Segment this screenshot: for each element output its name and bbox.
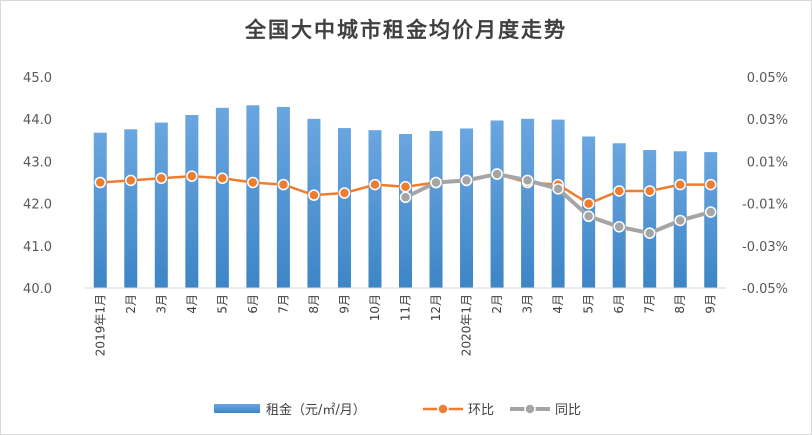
series-point-0 [125, 174, 137, 187]
series-point-1 [613, 221, 625, 233]
bar-6 [276, 106, 290, 288]
series-point-0 [338, 187, 351, 199]
bar-2 [154, 122, 168, 289]
x-tick-label: 3月 [521, 294, 535, 314]
bar-15 [551, 119, 565, 288]
left-tick-label: 41.0 [23, 240, 52, 255]
x-tick-label: 7月 [643, 294, 657, 314]
legend-label: 租金（元/㎡/月） [266, 402, 366, 418]
series-point-1 [399, 191, 412, 204]
legend-swatch-marker [437, 403, 449, 415]
x-tick-label: 3月 [154, 294, 168, 314]
x-tick-label: 6月 [246, 294, 260, 314]
bar-10 [399, 133, 412, 288]
left-tick-label: 42.0 [23, 198, 52, 213]
x-tick-label: 9月 [337, 294, 351, 314]
series-point-1 [552, 183, 564, 195]
series-point-0 [186, 170, 198, 182]
right-tick-label: -0.01% [742, 198, 788, 213]
bar-1 [124, 129, 138, 288]
bar-11 [429, 131, 443, 288]
x-tick-label: 11月 [399, 294, 413, 321]
x-tick-label: 2020年1月 [460, 294, 474, 356]
x-tick-label: 7月 [276, 294, 290, 314]
series-point-1 [674, 214, 686, 227]
series-point-1 [643, 227, 656, 239]
right-tick-label: 0.03% [747, 113, 788, 128]
left-tick-label: 43.0 [23, 155, 52, 170]
legend-swatch-bar [214, 404, 260, 413]
series-point-0 [155, 172, 168, 185]
left-tick-label: 45.0 [23, 71, 52, 86]
series-point-1 [704, 206, 717, 218]
x-tick-label: 2019年1月 [93, 294, 107, 356]
chart-title: 全国大中城市租金均价月度走势 [245, 17, 567, 42]
bar-12 [460, 128, 474, 288]
x-tick-label: 5月 [215, 294, 229, 314]
right-tick-label: 0.05% [747, 71, 788, 86]
legend-label: 环比 [468, 403, 494, 418]
x-tick-label: 5月 [582, 294, 596, 314]
x-tick-label: 2月 [490, 294, 504, 314]
bar-20 [704, 152, 718, 288]
bar-8 [337, 128, 351, 288]
right-tick-label: 0.01% [747, 155, 788, 170]
bar-9 [368, 130, 382, 288]
series-point-0 [277, 178, 290, 191]
bar-7 [307, 118, 321, 288]
series-point-0 [643, 185, 656, 197]
series-point-1 [430, 176, 442, 189]
series-point-0 [216, 172, 229, 185]
legend-label: 同比 [555, 403, 581, 418]
x-tick-label: 9月 [704, 294, 718, 314]
series-point-0 [582, 197, 595, 210]
bar-18 [643, 150, 657, 288]
bar-13 [490, 120, 504, 288]
series-point-0 [399, 180, 412, 193]
series-point-1 [491, 168, 503, 180]
series-point-0 [308, 189, 320, 201]
series-point-0 [613, 185, 625, 197]
x-tick-label: 4月 [551, 294, 565, 314]
bar-0 [93, 132, 107, 288]
series-point-1 [521, 174, 534, 187]
bar-3 [185, 114, 199, 288]
left-tick-label: 40.0 [23, 282, 52, 297]
x-tick-label: 12月 [429, 294, 443, 321]
series-point-1 [582, 210, 595, 223]
x-tick-label: 10月 [368, 294, 382, 321]
bar-14 [521, 118, 535, 288]
bar-4 [215, 107, 229, 288]
x-tick-label: 8月 [673, 294, 687, 314]
x-tick-label: 8月 [307, 294, 321, 314]
series-point-0 [369, 178, 381, 191]
left-tick-label: 44.0 [23, 113, 52, 128]
series-point-0 [674, 178, 686, 191]
series-point-0 [247, 176, 259, 189]
x-tick-label: 4月 [185, 294, 199, 314]
series-point-0 [704, 178, 717, 191]
right-tick-label: -0.05% [742, 282, 788, 297]
series-point-1 [460, 174, 473, 187]
bar-17 [612, 143, 626, 288]
x-tick-label: 2月 [124, 294, 138, 314]
bar-5 [246, 105, 260, 288]
x-tick-label: 6月 [612, 294, 626, 314]
legend-swatch-marker [524, 403, 536, 415]
series-point-0 [94, 176, 107, 189]
right-tick-label: -0.03% [742, 240, 788, 255]
